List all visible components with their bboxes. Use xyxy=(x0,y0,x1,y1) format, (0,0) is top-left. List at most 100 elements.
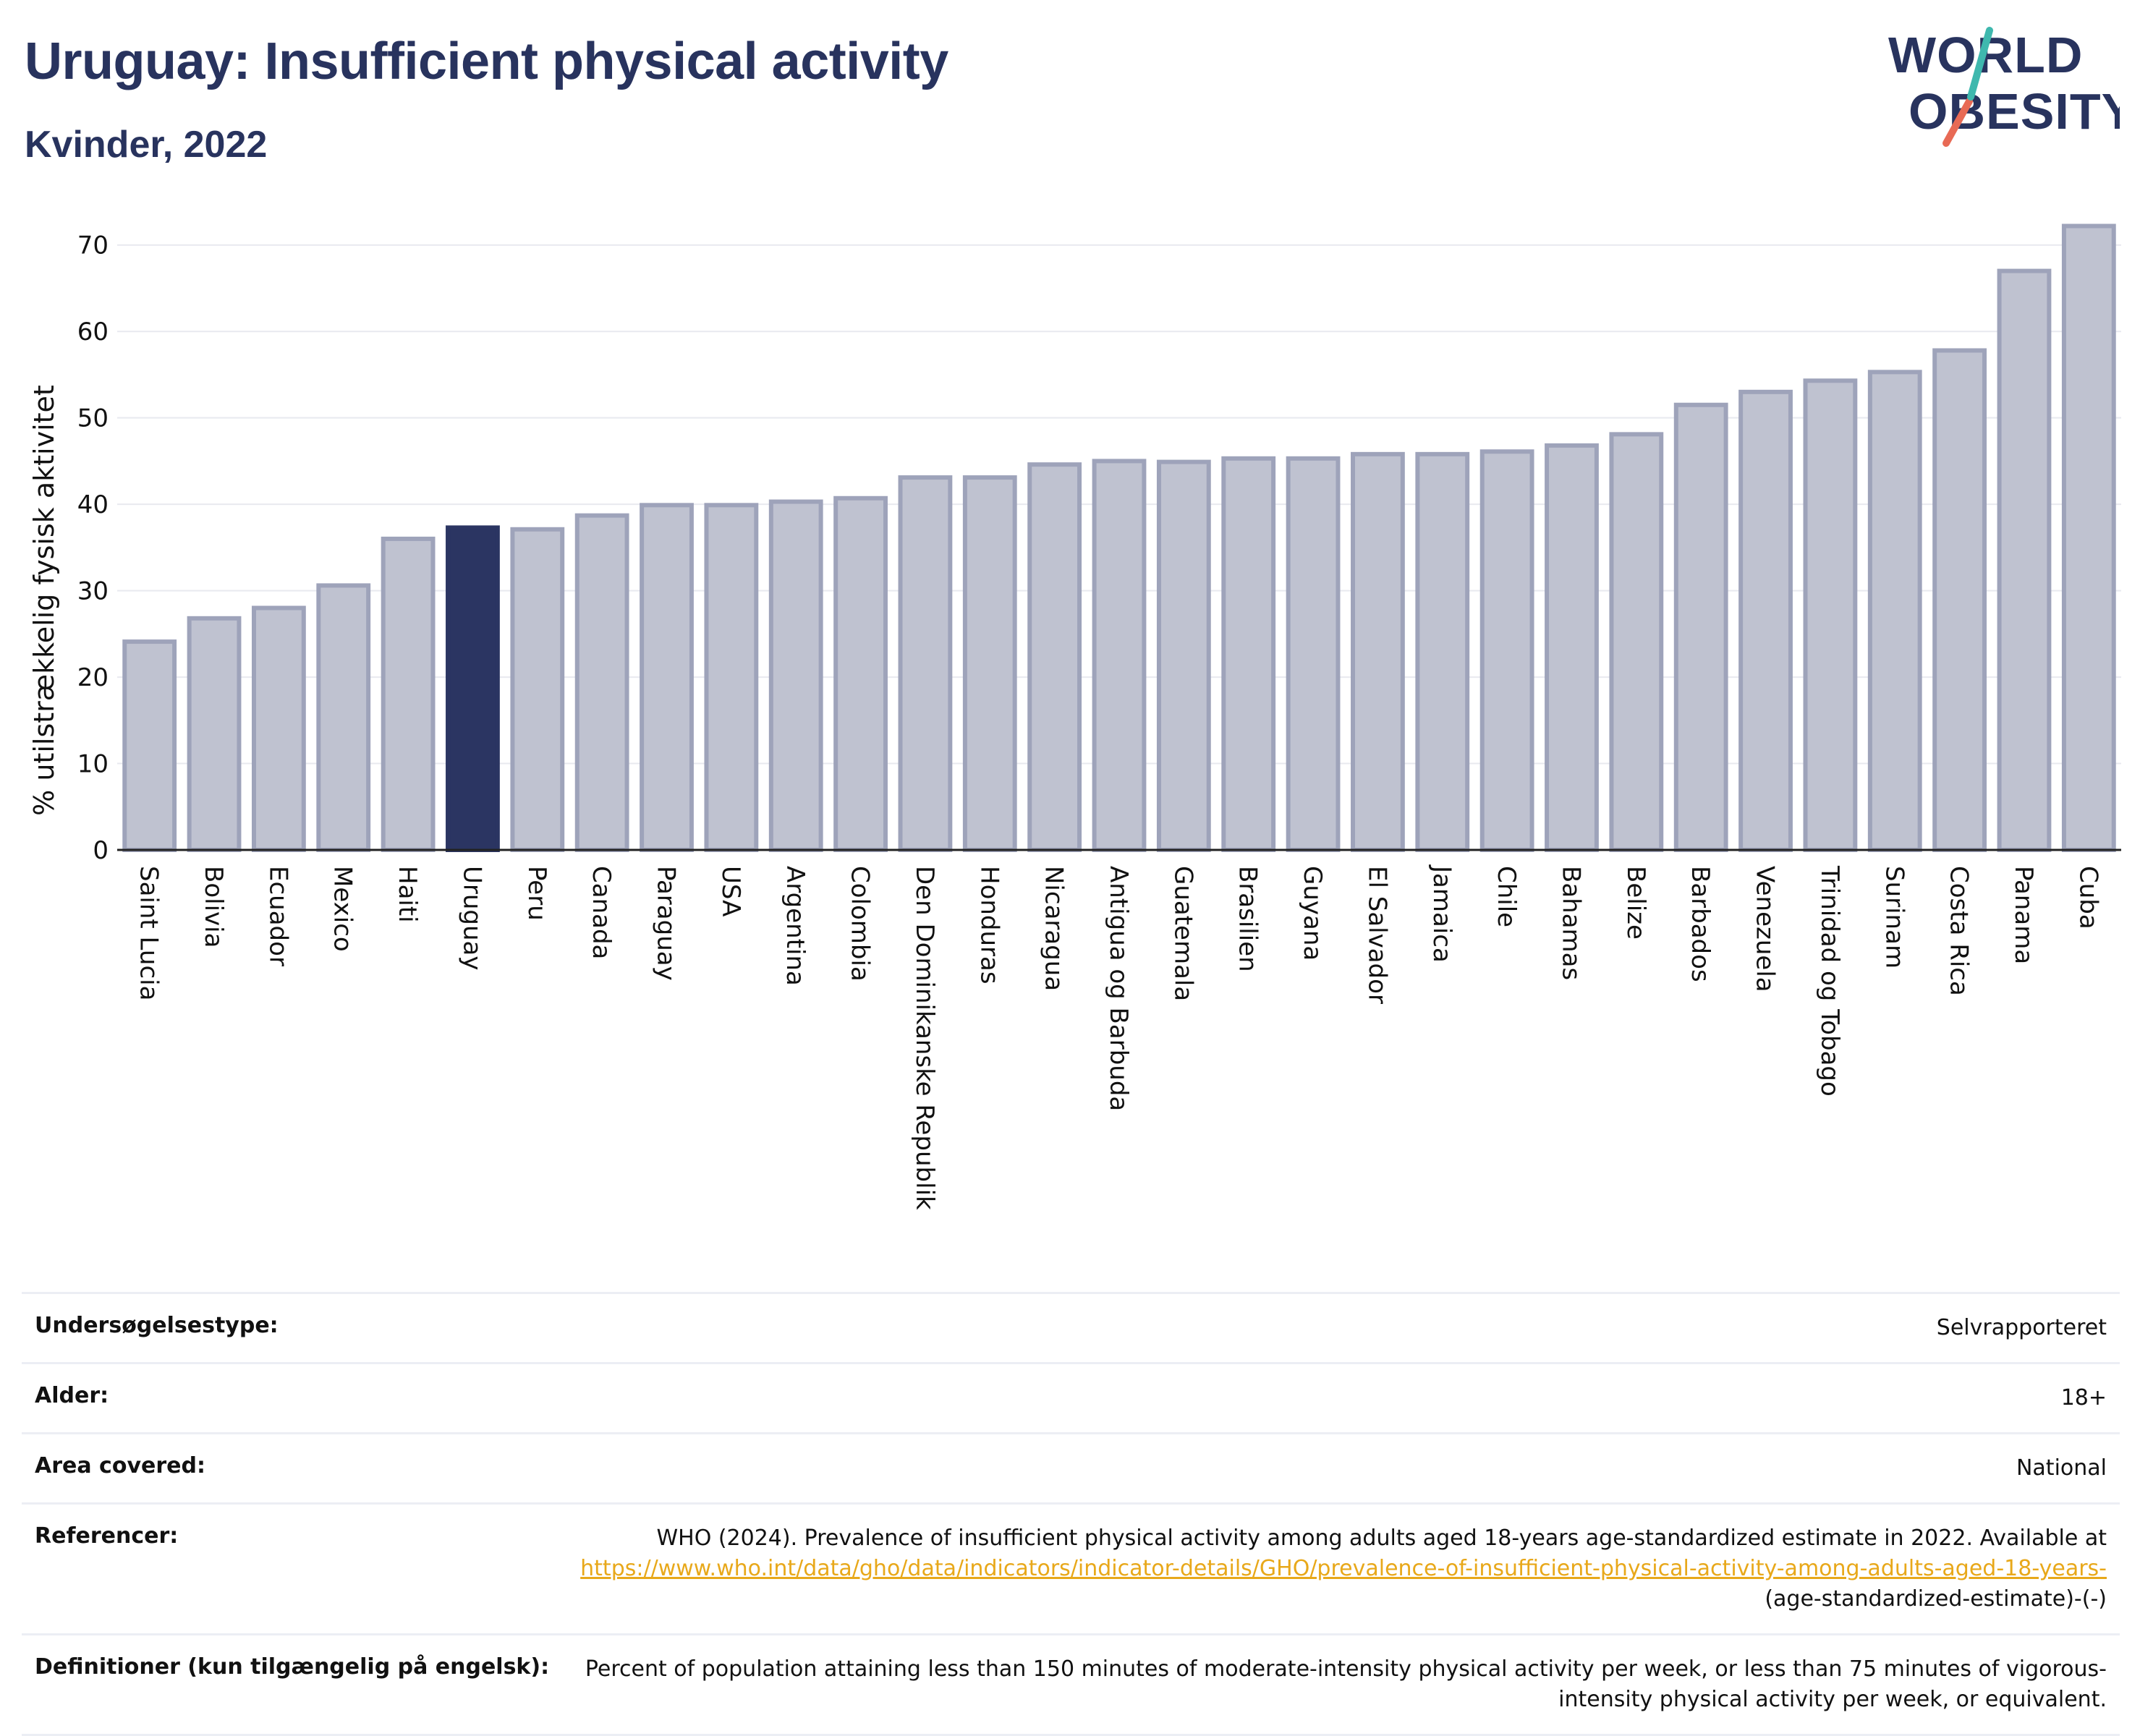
y-tick-label: 0 xyxy=(93,836,109,865)
x-tick-label: Antigua og Barbuda xyxy=(1104,866,1133,1111)
y-tick-label: 20 xyxy=(77,663,109,692)
x-tick-label: El Salvador xyxy=(1362,866,1391,1004)
x-tick-label: Bolivia xyxy=(199,866,228,948)
x-tick-label: Guatemala xyxy=(1168,866,1197,1001)
meta-row-age: Alder: 18+ xyxy=(22,1362,2120,1432)
x-tick-label: Surinam xyxy=(1880,866,1908,969)
y-axis-label: % utilstrækkelig fysisk aktivitet xyxy=(28,385,60,816)
bar xyxy=(1286,456,1341,853)
y-axis-ticks: 0 10 20 30 40 50 60 70 xyxy=(77,231,109,865)
bar xyxy=(574,513,629,852)
y-tick-label: 40 xyxy=(77,490,109,519)
x-tick-label: Bahamas xyxy=(1556,866,1585,980)
bar xyxy=(1545,443,1599,852)
bar xyxy=(316,583,371,852)
x-tick-label: Panama xyxy=(2009,866,2038,964)
x-tick-label: Belize xyxy=(1621,866,1650,940)
bar xyxy=(1351,451,1405,852)
bar xyxy=(768,499,823,852)
bar xyxy=(1415,451,1470,852)
x-tick-label: Paraguay xyxy=(652,866,681,981)
bar xyxy=(122,639,177,852)
x-tick-label: Uruguay xyxy=(457,866,486,971)
bar xyxy=(1738,389,1793,852)
y-tick-label: 60 xyxy=(77,318,109,346)
bar xyxy=(898,475,953,852)
x-tick-label: Mexico xyxy=(328,866,357,952)
bar xyxy=(381,536,436,852)
x-tick-label: Den Dominikanske Republik xyxy=(910,866,939,1210)
y-tick-label: 70 xyxy=(77,231,109,260)
bar xyxy=(1221,456,1276,853)
y-tick-label: 50 xyxy=(77,404,109,433)
x-axis-labels: Saint Lucia Bolivia Ecuador Mexico Haiti Urug… xyxy=(135,864,2103,1210)
meta-row-definitions: Definitioner (kun tilgængelig på engelsk… xyxy=(22,1633,2120,1736)
reference-text: WHO (2024). Prevalence of insufficient p… xyxy=(656,1526,2107,1551)
meta-value: Percent of population attaining less tha… xyxy=(585,1656,2107,1712)
x-tick-label: Canada xyxy=(587,866,616,959)
bar xyxy=(1997,268,2052,853)
bar xyxy=(962,475,1017,852)
meta-key: Referencer: xyxy=(35,1523,179,1549)
bar xyxy=(833,495,888,852)
reference-link[interactable]: https://www.who.int/data/gho/data/indica… xyxy=(580,1556,2107,1581)
x-tick-label: Trinidad og Tobago xyxy=(1815,865,1844,1097)
page-title: Uruguay: Insufficient physical activity xyxy=(25,33,948,90)
bars xyxy=(122,224,2116,853)
bar xyxy=(1156,459,1211,852)
meta-row-area: Area covered: National xyxy=(22,1432,2120,1502)
page-subtitle: Kvinder, 2022 xyxy=(25,124,268,166)
meta-key: Alder: xyxy=(35,1383,109,1408)
meta-key: Undersøgelsestype: xyxy=(35,1313,279,1338)
bar xyxy=(1027,462,1082,853)
bar-highlighted xyxy=(446,525,500,852)
bar xyxy=(1867,370,1922,853)
x-tick-label: Haiti xyxy=(393,866,422,923)
bar xyxy=(704,503,759,852)
world-obesity-logo: WORLD OBESITY xyxy=(1888,27,2120,147)
meta-row-survey-type: Undersøgelsestype: Selvrapporteret xyxy=(22,1292,2120,1362)
x-tick-label: Cuba xyxy=(2073,866,2102,929)
meta-value: 18+ xyxy=(2060,1385,2107,1410)
x-tick-label: Barbados xyxy=(1686,866,1715,982)
x-tick-label: Argentina xyxy=(781,866,810,986)
bar xyxy=(1609,432,1664,852)
x-tick-label: Saint Lucia xyxy=(135,866,164,1000)
bar xyxy=(1092,459,1147,852)
logo-line-2: OBESITY xyxy=(1908,83,2120,140)
meta-key: Definitioner (kun tilgængelig på engelsk… xyxy=(35,1654,550,1680)
meta-value: National xyxy=(2016,1455,2107,1481)
reference-suffix: (age-standardized-estimate)-(-) xyxy=(1765,1586,2107,1612)
logo-slash-upper xyxy=(1967,27,1993,101)
bar xyxy=(187,616,242,852)
x-tick-label: Chile xyxy=(1492,866,1521,927)
bar xyxy=(1803,378,1858,852)
x-tick-label: Brasilien xyxy=(1234,866,1262,972)
bar xyxy=(1673,402,1728,853)
bar xyxy=(1479,449,1534,852)
x-tick-label: Colombia xyxy=(846,866,875,982)
x-tick-label: USA xyxy=(716,866,745,916)
meta-row-references: Referencer: WHO (2024). Prevalence of in… xyxy=(22,1502,2120,1633)
bar xyxy=(640,503,694,852)
bar xyxy=(2061,224,2116,852)
x-tick-label: Honduras xyxy=(975,866,1003,984)
logo-slash-lower xyxy=(1942,98,1973,147)
x-tick-label: Jamaica xyxy=(1427,864,1456,963)
meta-value: WHO (2024). Prevalence of insufficient p… xyxy=(551,1523,2107,1614)
bar xyxy=(1932,348,1987,852)
x-tick-label: Nicaragua xyxy=(1040,866,1069,991)
meta-key: Area covered: xyxy=(35,1453,205,1478)
x-tick-label: Costa Rica xyxy=(1945,866,1974,996)
meta-value: Selvrapporteret xyxy=(1936,1315,2107,1340)
y-tick-label: 30 xyxy=(77,577,109,606)
x-tick-label: Venezuela xyxy=(1751,866,1780,992)
x-tick-label: Guyana xyxy=(1298,866,1327,961)
bar-chart: 0 10 20 30 40 50 60 70 Saint Lucia Bolivia Ecuado… xyxy=(28,224,2121,1210)
x-tick-label: Peru xyxy=(522,866,551,921)
bar xyxy=(251,605,306,852)
x-tick-label: Ecuador xyxy=(263,866,292,966)
y-tick-label: 10 xyxy=(77,750,109,779)
bar xyxy=(510,527,565,852)
metadata-table: Undersøgelsestype: Selvrapporteret Alder… xyxy=(22,1292,2120,1736)
